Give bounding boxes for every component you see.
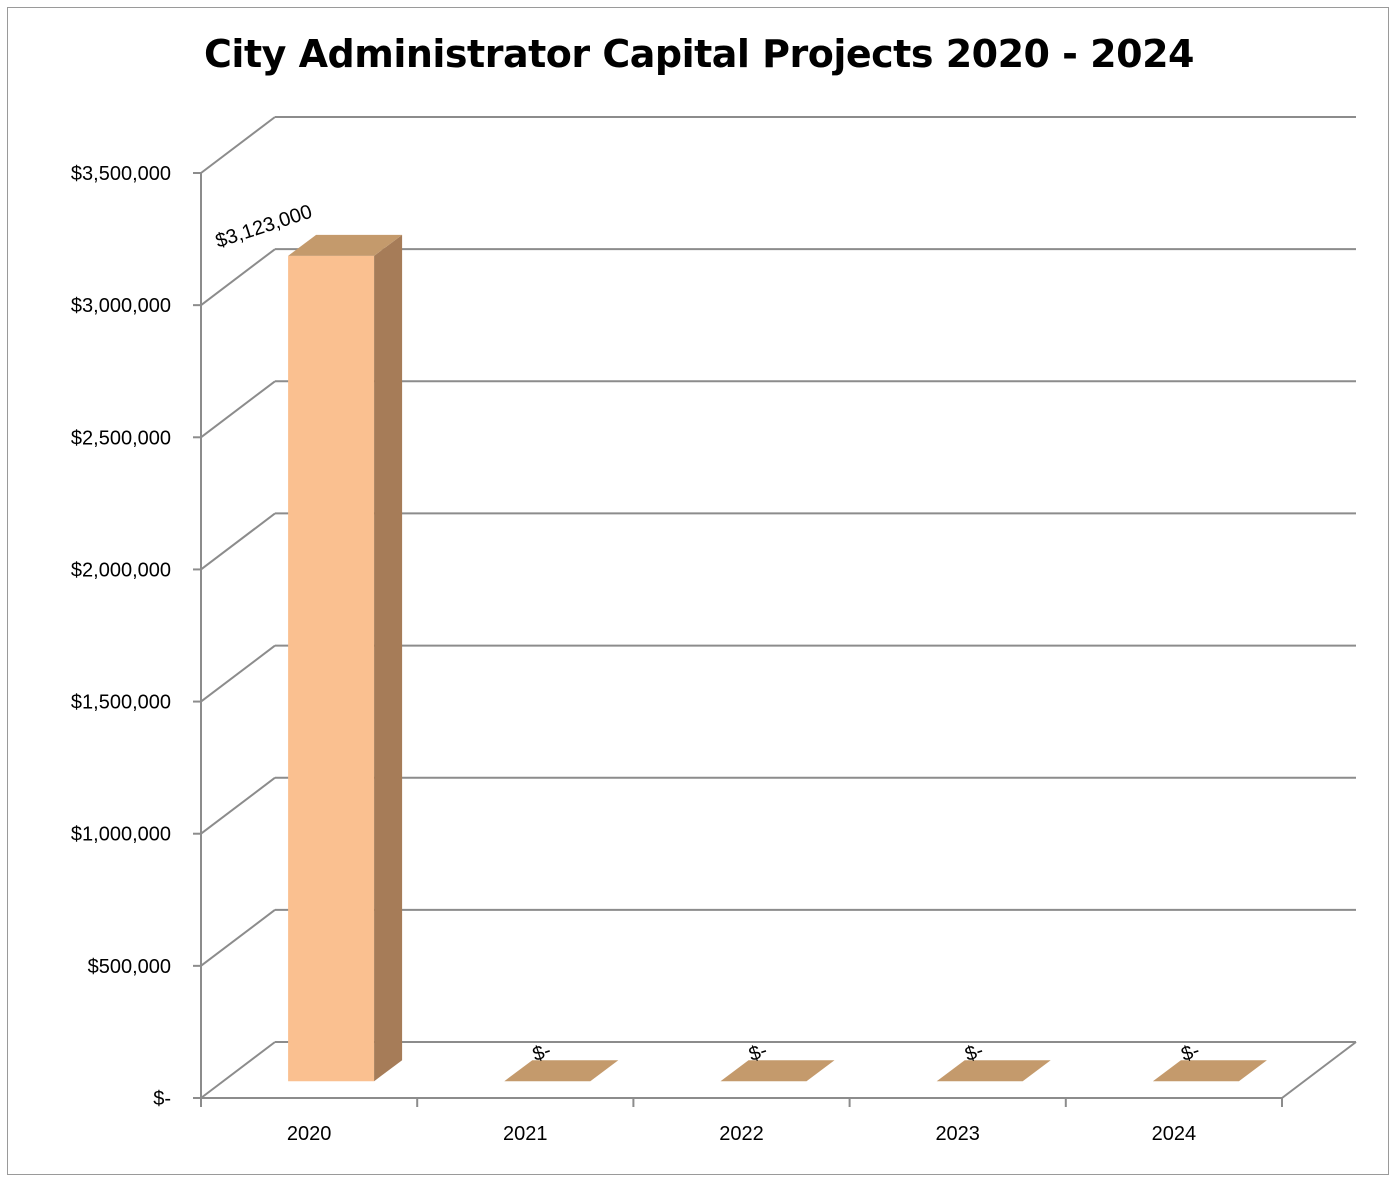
bars <box>288 234 1267 1082</box>
gridline-side <box>200 248 276 306</box>
bar-side-face <box>374 234 403 1082</box>
axes <box>193 172 1357 1107</box>
bar-2020 <box>288 234 403 1082</box>
bar-2022 <box>720 1060 835 1082</box>
bar-2023 <box>936 1060 1051 1082</box>
gridline-side <box>200 776 276 835</box>
y-tick-label: $2,000,000 <box>71 559 171 581</box>
data-label: $- <box>530 1040 554 1066</box>
data-label: $- <box>962 1040 986 1066</box>
bar-2021 <box>504 1060 619 1082</box>
x-tick-label: 2024 <box>1152 1123 1197 1145</box>
labels: $- $500,000 $1,000,000 $1,500,000 $2,000,000… <box>71 163 1202 1145</box>
y-tick-label: $- <box>153 1088 171 1110</box>
x-tick-label: 2020 <box>287 1123 332 1145</box>
y-tick-label: $3,000,000 <box>71 295 171 317</box>
gridline-side <box>200 380 276 439</box>
gridline-side <box>200 512 276 571</box>
data-label: $- <box>746 1040 770 1066</box>
x-tick-label: 2022 <box>719 1123 764 1145</box>
gridline-side <box>200 1041 276 1099</box>
bar-top-face <box>720 1060 835 1082</box>
floor-edge <box>1281 1041 1357 1099</box>
gridlines <box>200 116 1356 1099</box>
bar-front-face <box>288 255 375 1082</box>
bar-top-face <box>504 1060 619 1082</box>
gridline-side <box>200 644 276 703</box>
chart-frame <box>7 7 1389 1175</box>
x-tick-label: 2021 <box>503 1123 548 1145</box>
bar-top-face <box>936 1060 1051 1082</box>
gridline-side <box>200 116 276 174</box>
y-tick-label: $2,500,000 <box>71 427 171 449</box>
y-tick-label: $1,000,000 <box>71 824 171 846</box>
x-tick-label: 2023 <box>935 1123 980 1145</box>
gridline-side <box>200 909 276 967</box>
data-label: $3,123,000 <box>213 201 315 253</box>
chart-title: City Administrator Capital Projects 2020… <box>204 32 1194 76</box>
y-tick-label: $1,500,000 <box>71 692 171 714</box>
bar-top-face <box>288 234 403 256</box>
y-tick-label: $3,500,000 <box>71 163 171 185</box>
bar-2024 <box>1152 1060 1267 1082</box>
bar-top-face <box>1152 1060 1267 1082</box>
y-tick-label: $500,000 <box>88 956 171 978</box>
data-label: $- <box>1179 1040 1203 1066</box>
